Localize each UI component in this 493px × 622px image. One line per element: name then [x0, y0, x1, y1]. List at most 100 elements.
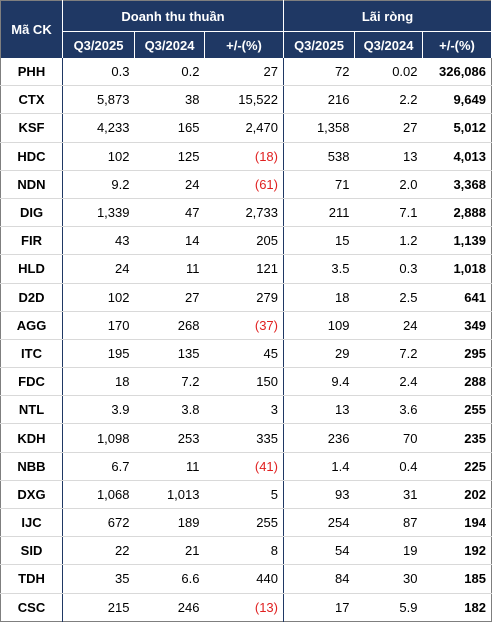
table-row: DXG 1,068 1,013 5 93 31 202	[0, 480, 492, 510]
cell-profit-q3-2025: 211	[283, 198, 355, 228]
table-row: KSF 4,233 165 2,470 1,358 27 5,012	[0, 113, 492, 143]
cell-profit-q3-2024: 70	[354, 423, 423, 453]
cell-profit-change: 1,018	[422, 254, 492, 284]
cell-profit-change: 9,649	[422, 85, 492, 115]
cell-profit-q3-2024: 0.3	[354, 254, 423, 284]
cell-revenue-q3-2025: 195	[62, 339, 135, 369]
table-header: Mã CK Doanh thu thuần Lãi ròng Q3/2025 Q…	[0, 0, 492, 58]
cell-profit-change: 295	[422, 339, 492, 369]
header-profit-change: +/-(%)	[422, 31, 492, 58]
cell-stock-code: PHH	[0, 58, 63, 87]
cell-profit-q3-2024: 2.5	[354, 283, 423, 312]
cell-profit-change: 326,086	[422, 58, 492, 87]
cell-revenue-change: 121	[204, 254, 284, 284]
cell-stock-code: TDH	[0, 564, 63, 594]
table-row: CSC 215 246 (13) 17 5.9 182	[0, 593, 492, 622]
cell-stock-code: FDC	[0, 367, 63, 397]
cell-profit-change: 5,012	[422, 113, 492, 143]
cell-revenue-q3-2024: 246	[177, 599, 200, 615]
table-row: SID 22 21 8 54 19 192	[0, 536, 492, 566]
table-row: DIG 1,339 47 2,733 211 7.1 2,888	[0, 198, 492, 228]
cell-profit-change: 1,139	[422, 226, 492, 256]
cell-profit-q3-2025: 1.4	[283, 452, 355, 481]
table-row: HLD 24 11 121 3.5 0.3 1,018	[0, 254, 492, 284]
cell-profit-change: 202	[422, 480, 492, 510]
cell-stock-code: AGG	[0, 311, 63, 340]
cell-profit-q3-2024: 0.02	[354, 58, 423, 87]
cell-stock-code: CTX	[0, 85, 63, 115]
cell-profit-q3-2024: 7.1	[354, 198, 423, 228]
cell-revenue-q3-2024: 7.2	[134, 367, 205, 397]
cell-profit-q3-2025: 72	[283, 58, 355, 87]
cell-revenue-q3-2024: 47	[134, 198, 205, 228]
cell-profit-q3-2025: 84	[283, 564, 355, 594]
cell-revenue-q3-2025: 0.3	[62, 58, 135, 87]
cell-profit-q3-2024: 31	[354, 480, 423, 510]
cell-stock-code: D2D	[0, 283, 63, 312]
cell-profit-q3-2024: 0.4	[354, 452, 423, 481]
cell-stock-code: IJC	[0, 508, 63, 538]
cell-revenue-change: 45	[204, 339, 284, 369]
cell-revenue-change: 335	[204, 423, 284, 453]
cell-revenue-q3-2025: 6.7	[62, 452, 135, 481]
cell-revenue-change: 2,733	[204, 198, 284, 228]
table-row: IJC 672 189 255 254 87 194	[0, 508, 492, 538]
table-row: TDH 35 6.6 440 84 30 185	[0, 564, 492, 594]
cell-profit-q3-2025: 109	[283, 311, 355, 340]
table-row: FIR 43 14 205 15 1.2 1,139	[0, 226, 492, 256]
header-row-groups: Mã CK Doanh thu thuần Lãi ròng	[0, 0, 492, 58]
cell-profit-q3-2024: 87	[354, 508, 423, 538]
header-revenue-change: +/-(%)	[204, 31, 284, 58]
table-body: PHH 0.3 0.2 27 72 0.02 326,086 CTX 5,873 38 15,522…	[0, 58, 492, 622]
cell-profit-q3-2024: 3.6	[354, 395, 423, 425]
table-row: D2D 102 27 279 18 2.5 641	[0, 283, 492, 312]
cell-revenue-change: 279	[204, 283, 284, 312]
cell-profit-q3-2024: 27	[354, 113, 423, 143]
cell-stock-code: CSC	[0, 593, 63, 622]
table-row: NTL 3.9 3.8 3 13 3.6 255	[0, 395, 492, 425]
cell-profit-q3-2024: 2.0	[354, 170, 423, 199]
cell-stock-code: HDC	[0, 142, 63, 171]
cell-stock-code: FIR	[0, 226, 63, 256]
header-row-columns: Q3/2025 Q3/2024 +/-(%) Q3/2025 Q3/2024 +…	[1, 31, 492, 58]
cell-revenue-q3-2025: 102	[62, 283, 135, 312]
header-profit-q3-2025: Q3/2025	[283, 31, 355, 58]
cell-profit-change: 185	[422, 564, 492, 594]
cell-profit-change: 349	[422, 311, 492, 340]
header-profit-group: Lãi ròng	[283, 0, 492, 32]
cell-profit-change: 255	[422, 395, 492, 425]
cell-revenue-q3-2024: 253	[134, 423, 205, 453]
header-revenue-q3-2025: Q3/2025	[62, 31, 135, 58]
cell-profit-change: 192	[422, 536, 492, 566]
header-revenue-q3-2024: Q3/2024	[134, 31, 205, 58]
cell-profit-q3-2024: 24	[354, 311, 423, 340]
cell-revenue-q3-2025: 1,068	[62, 480, 135, 510]
cell-profit-change: 2,888	[422, 198, 492, 228]
cell-profit-q3-2025: 538	[283, 142, 355, 171]
cell-revenue-change: 3	[204, 395, 284, 425]
cell-revenue-q3-2025: 24	[62, 254, 135, 284]
cell-revenue-q3-2024: 14	[134, 226, 205, 256]
table-row: HDC 102 125 (18) 538 13 4,013	[0, 142, 492, 171]
table-row: KDH 1,098 253 335 236 70 235	[0, 423, 492, 453]
cell-profit-q3-2025: 17	[283, 593, 355, 622]
cell-revenue-change: 2,470	[204, 113, 284, 143]
cell-revenue-change: 5	[204, 480, 284, 510]
table-row: AGG 170 268 (37) 109 24 349	[0, 311, 492, 340]
header-profit-q3-2024: Q3/2024	[354, 31, 423, 58]
cell-profit-q3-2025: 9.4	[283, 367, 355, 397]
table-row: NBB 6.7 11 (41) 1.4 0.4 225	[0, 452, 492, 481]
cell-profit-q3-2024: 1.2	[354, 226, 423, 256]
cell-revenue-change: 205	[204, 226, 284, 256]
cell-revenue-q3-2024: 3.8	[134, 395, 205, 425]
cell-profit-change: 194	[422, 508, 492, 538]
cell-profit-q3-2025: 254	[283, 508, 355, 538]
cell-revenue-q3-2024: 11	[134, 452, 205, 481]
cell-profit-q3-2025: 13	[283, 395, 355, 425]
cell-profit-q3-2025: 3.5	[283, 254, 355, 284]
cell-profit-q3-2025: 54	[283, 536, 355, 566]
cell-revenue-q3-2024: 24	[134, 170, 205, 199]
cell-profit-q3-2024: 30	[354, 564, 423, 594]
cell-revenue-q3-2024: 21	[134, 536, 205, 566]
cell-profit-change: 235	[422, 423, 492, 453]
